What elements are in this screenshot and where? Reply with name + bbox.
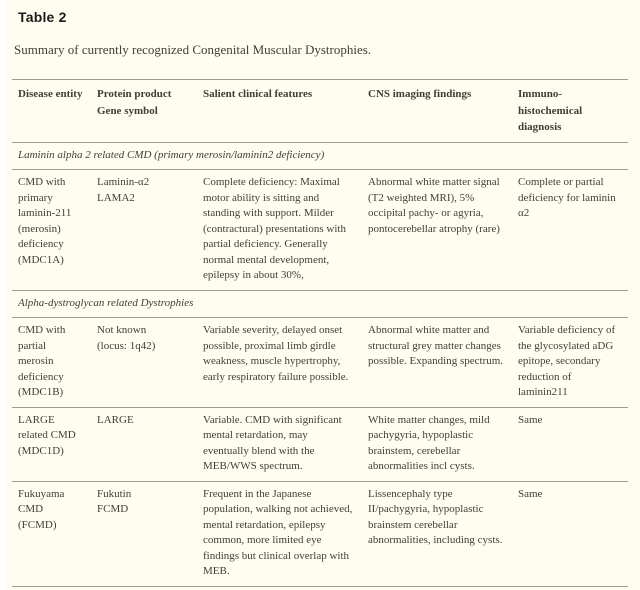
- cell-cns: White matter changes, mild pachygyria, h…: [362, 407, 512, 482]
- cell-cns: Abnormal white matter signal (T2 weighte…: [362, 169, 512, 291]
- table-row: Fukuyama CMD (FCMD) Fukutin FCMD Frequent …: [12, 481, 628, 587]
- cell-immuno: Complete or partial deficiency for lamin…: [512, 169, 628, 291]
- cell-disease: LARGE related CMD (MDC1D): [12, 407, 91, 482]
- cell-cns: Lissencephaly type II/pachygyria, hypopl…: [362, 481, 512, 587]
- cell-clinical: Variable. CMD with significant mental re…: [197, 407, 362, 482]
- page-panel: Table 2 Summary of currently recognized …: [6, 0, 640, 590]
- cell-clinical: Complete deficiency: Maximal motor abili…: [197, 169, 362, 291]
- cell-protein: Laminin-α2 LAMA2: [91, 169, 197, 291]
- cell-immuno: Same: [512, 481, 628, 587]
- column-header-disease-entity: Disease entity: [12, 79, 91, 143]
- cell-cns: Abnormal white matter and structural gre…: [362, 317, 512, 408]
- cell-clinical: Significant congenital weakness, walking…: [197, 586, 362, 590]
- cell-disease: CMD with partial merosin deficiency (MDC…: [12, 317, 91, 408]
- table-row: CMD with partial merosin deficiency (MDC…: [12, 317, 628, 408]
- table-row: CMD with primary laminin-211 (merosin) d…: [12, 169, 628, 291]
- column-header-immuno-diagnosis: Immuno-histochemical diagnosis: [512, 79, 628, 143]
- section-heading: Laminin alpha 2 related CMD (primary mer…: [12, 142, 628, 170]
- cell-cns: Lissencephaly type II/pachygyria, brain …: [362, 586, 512, 590]
- table-row: Muscle-eye-brain disease (MEB)POMGnT1 FK…: [12, 586, 628, 590]
- section-heading: Alpha-dystroglycan related Dystrophies: [12, 290, 628, 318]
- cell-protein: Not known (locus: 1q42): [91, 317, 197, 408]
- table-caption: Summary of currently recognized Congenit…: [14, 42, 372, 57]
- column-header-protein-product: Protein product Gene symbol: [91, 79, 197, 143]
- cell-immuno: Variable deficiency of the glycosylated …: [512, 317, 628, 408]
- section-heading-row: Laminin alpha 2 related CMD (primary mer…: [12, 142, 628, 170]
- table-title: Table 2: [18, 9, 67, 25]
- cell-protein: Fukutin FCMD: [91, 481, 197, 587]
- table-container: Disease entity Protein product Gene symb…: [12, 79, 640, 590]
- table-body: Laminin alpha 2 related CMD (primary mer…: [12, 142, 628, 590]
- cell-disease: Muscle-eye-brain disease (MEB): [12, 586, 91, 590]
- cell-immuno: Same: [512, 586, 628, 590]
- table-row: LARGE related CMD (MDC1D) LARGE Variable. …: [12, 407, 628, 482]
- table-header-row: Disease entity Protein product Gene symb…: [12, 79, 628, 143]
- cell-clinical: Variable severity, delayed onset possibl…: [197, 317, 362, 408]
- column-header-clinical-features: Salient clinical features: [197, 79, 362, 143]
- column-header-cns-imaging: CNS imaging findings: [362, 79, 512, 143]
- cell-clinical: Frequent in the Japanese population, wal…: [197, 481, 362, 587]
- cell-protein: POMGnT1 FKRP, Fukutin, ISPD, TMEM5: [91, 586, 197, 590]
- cell-disease: Fukuyama CMD (FCMD): [12, 481, 91, 587]
- cell-disease: CMD with primary laminin-211 (merosin) d…: [12, 169, 91, 291]
- section-heading-row: Alpha-dystroglycan related Dystrophies: [12, 290, 628, 318]
- cell-immuno: Same: [512, 407, 628, 482]
- cell-protein: LARGE: [91, 407, 197, 482]
- cmd-summary-table: Disease entity Protein product Gene symb…: [12, 79, 628, 590]
